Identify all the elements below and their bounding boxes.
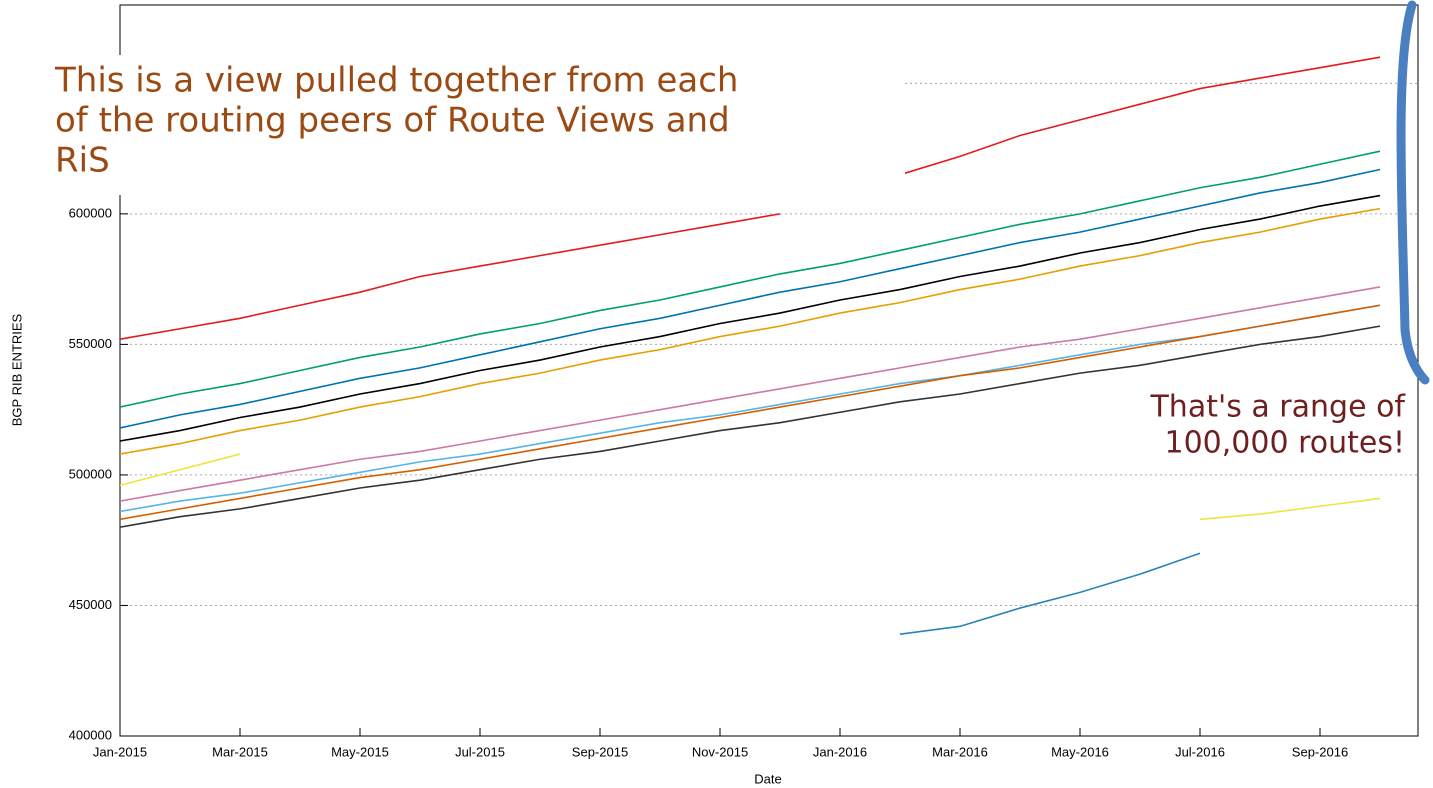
x-tick-label: Mar-2016 bbox=[932, 744, 988, 759]
y-tick-label: 450000 bbox=[69, 597, 112, 612]
x-tick-label: Nov-2015 bbox=[692, 744, 748, 759]
series-line bbox=[119, 56, 1381, 340]
x-tick-label: May-2015 bbox=[331, 744, 389, 759]
x-tick-label: Jan-2015 bbox=[93, 744, 147, 759]
x-tick-label: Jul-2016 bbox=[1175, 744, 1225, 759]
series-line bbox=[119, 207, 1381, 455]
annotation-text: of the routing peers of Route Views and bbox=[55, 101, 730, 141]
annotation-text: RiS bbox=[55, 141, 110, 181]
series-line bbox=[899, 552, 1201, 635]
x-tick-label: May-2016 bbox=[1051, 744, 1109, 759]
x-tick-label: Sep-2016 bbox=[1292, 744, 1348, 759]
series-line bbox=[119, 325, 1381, 528]
series-line bbox=[119, 304, 1381, 513]
series-line bbox=[119, 453, 1381, 521]
y-tick-label: 600000 bbox=[69, 205, 112, 220]
series-line bbox=[119, 150, 1381, 408]
series-line bbox=[119, 304, 1381, 521]
x-tick-label: Jul-2015 bbox=[455, 744, 505, 759]
series-line bbox=[119, 286, 1381, 502]
x-tick-label: Sep-2015 bbox=[572, 744, 628, 759]
x-axis-label: Date bbox=[754, 771, 781, 786]
annotation-text: This is a view pulled together from each bbox=[54, 61, 738, 101]
annotation-backdrop bbox=[50, 55, 905, 195]
x-tick-label: Jan-2016 bbox=[813, 744, 867, 759]
y-axis-label: BGP RIB ENTRIES bbox=[9, 313, 24, 426]
annotation-text: That's a range of bbox=[1149, 390, 1406, 425]
annotation-text: 100,000 routes! bbox=[1164, 426, 1405, 461]
series-line bbox=[119, 194, 1381, 442]
x-tick-label: Mar-2015 bbox=[212, 744, 268, 759]
y-tick-label: 400000 bbox=[69, 727, 112, 742]
y-tick-label: 550000 bbox=[69, 336, 112, 351]
y-tick-label: 500000 bbox=[69, 466, 112, 481]
series-line bbox=[119, 168, 1381, 429]
bracket bbox=[1396, 0, 1430, 385]
